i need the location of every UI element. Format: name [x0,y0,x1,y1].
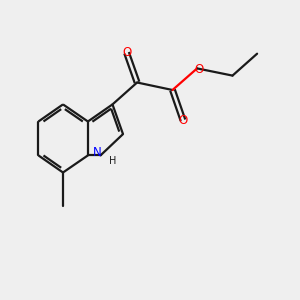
Text: O: O [178,114,188,127]
Text: H: H [110,156,117,167]
Text: O: O [122,46,131,59]
Text: O: O [194,63,203,76]
Text: N: N [93,146,102,160]
